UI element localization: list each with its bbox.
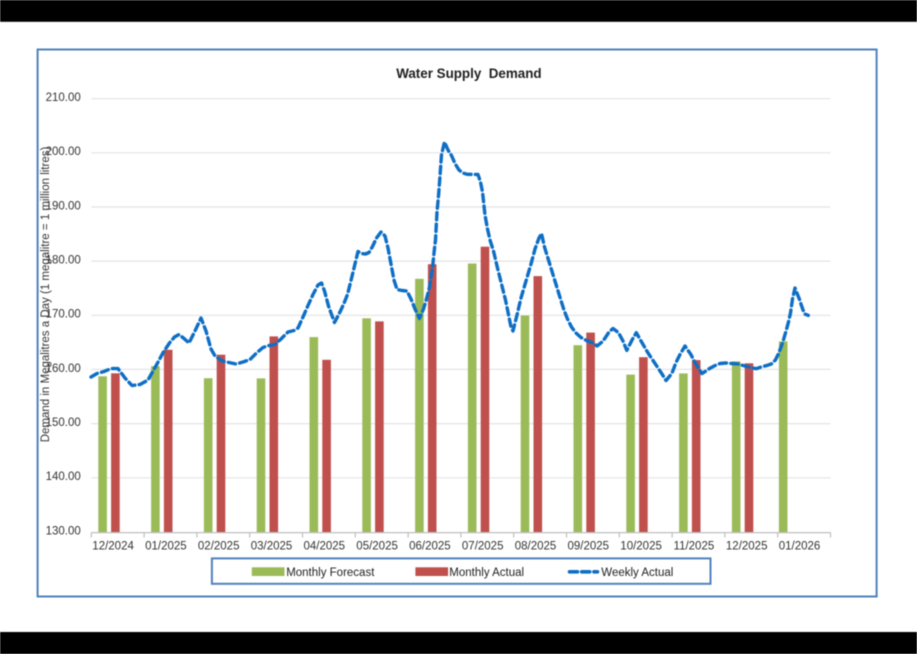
svg-text:09/2025: 09/2025 [568, 540, 610, 552]
svg-text:160.00: 160.00 [46, 363, 81, 375]
svg-text:07/2025: 07/2025 [462, 540, 504, 552]
svg-text:140.00: 140.00 [46, 471, 81, 483]
svg-text:Weekly Actual: Weekly Actual [601, 567, 673, 579]
svg-text:Demand in Megalitres a Day (1: Demand in Megalitres a Day (1 megalitre … [40, 147, 52, 443]
svg-text:190.00: 190.00 [46, 200, 81, 212]
svg-text:Water Supply Demand: Water Supply Demand [396, 66, 541, 81]
svg-text:06/2025: 06/2025 [409, 540, 451, 552]
svg-text:11/2025: 11/2025 [674, 540, 715, 552]
svg-text:180.00: 180.00 [46, 255, 81, 267]
svg-text:01/2025: 01/2025 [145, 540, 187, 552]
svg-text:08/2025: 08/2025 [515, 540, 557, 552]
svg-text:Monthly Actual: Monthly Actual [449, 567, 524, 579]
svg-text:04/2025: 04/2025 [304, 540, 346, 552]
svg-text:150.00: 150.00 [46, 417, 81, 429]
svg-text:05/2025: 05/2025 [356, 540, 398, 552]
svg-text:01/2026: 01/2026 [779, 540, 821, 552]
svg-text:12/2024: 12/2024 [92, 540, 134, 552]
svg-text:170.00: 170.00 [46, 309, 81, 321]
svg-text:02/2025: 02/2025 [198, 540, 240, 552]
svg-text:10/2025: 10/2025 [620, 540, 662, 552]
svg-text:12/2025: 12/2025 [726, 540, 768, 552]
svg-text:Monthly Forecast: Monthly Forecast [286, 567, 375, 579]
svg-text:210.00: 210.00 [46, 92, 81, 104]
svg-text:200.00: 200.00 [46, 146, 81, 158]
svg-text:03/2025: 03/2025 [251, 540, 293, 552]
svg-text:130.00: 130.00 [46, 525, 81, 537]
